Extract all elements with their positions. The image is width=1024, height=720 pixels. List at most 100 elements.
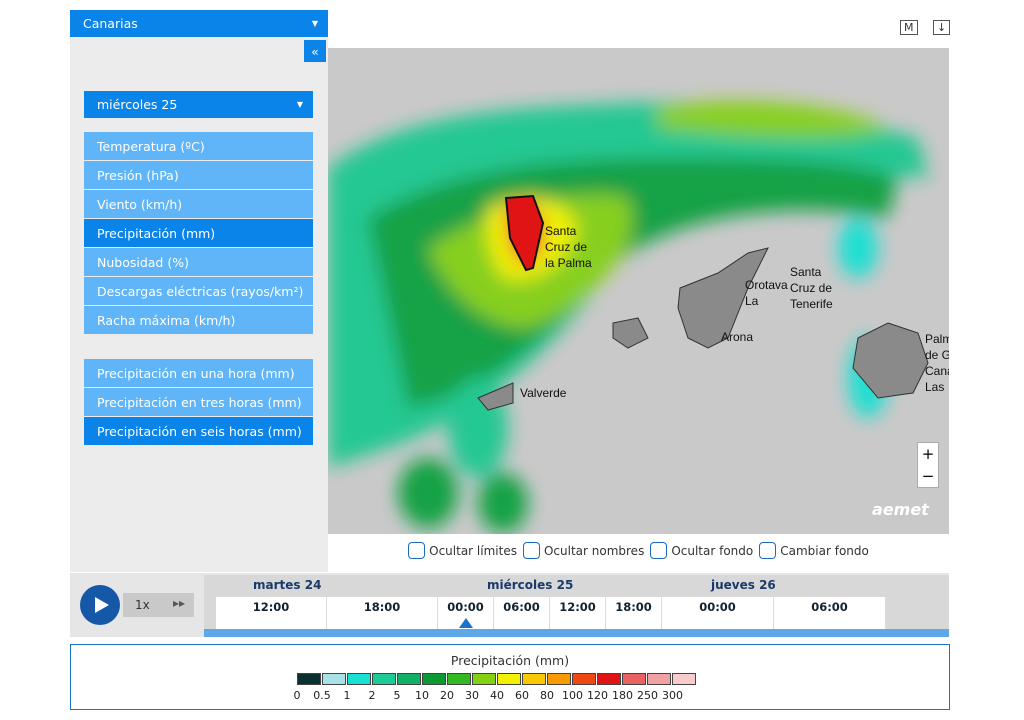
submenu-item[interactable]: Precipitación en seis horas (mm) (84, 417, 313, 445)
hour-slot[interactable]: 00:00 (662, 597, 774, 629)
legend-swatch (672, 673, 696, 685)
place-label: Cana (925, 364, 949, 378)
legend-swatch (322, 673, 346, 685)
legend-label: 180 (612, 689, 633, 702)
legend-swatch (297, 673, 321, 685)
place-label: Valverde (520, 386, 567, 400)
day-label: jueves 26 (711, 578, 776, 592)
legend-swatch (622, 673, 646, 685)
zoom-in[interactable]: + (921, 445, 935, 463)
place-label: Arona (721, 330, 753, 344)
option-checkbox[interactable]: Ocultar límites (408, 542, 517, 559)
hour-slot[interactable]: 06:00 (494, 597, 550, 629)
legend-label: 5 (393, 689, 401, 702)
logo: aemet (872, 500, 929, 519)
checkbox[interactable] (759, 542, 777, 559)
option-text: Ocultar nombres (543, 543, 645, 558)
legend-swatch (597, 673, 621, 685)
option-text: Ocultar límites (429, 543, 517, 558)
option-checkbox[interactable]: Ocultar fondo (650, 542, 753, 559)
legend-swatch (497, 673, 521, 685)
legend-label: 20 (440, 689, 454, 702)
scrollbar[interactable] (204, 629, 949, 637)
speed-text: 1x (135, 598, 150, 612)
speed-control[interactable]: 1x ▸▸ (123, 593, 194, 617)
legend-label: 120 (587, 689, 608, 702)
map-options: Ocultar límites Ocultar nombres Ocultar fo… (328, 542, 949, 563)
region-select[interactable]: Canarias ▼ (70, 10, 328, 37)
place-label: Orotava (745, 278, 788, 292)
menu-item[interactable]: Temperatura (ºC) (84, 132, 313, 160)
option-checkbox[interactable]: Cambiar fondo (759, 542, 869, 559)
legend-swatch (447, 673, 471, 685)
legend-label: 2 (368, 689, 376, 702)
place-label: Palm (925, 332, 949, 346)
legend-label: 300 (662, 689, 683, 702)
download-button[interactable]: ↓ (933, 20, 951, 35)
legend: Precipitación (mm) 0 0.5 1 2 5 10 20 30 40 60 80 10… (70, 644, 950, 710)
place-label: Tenerife (790, 297, 833, 311)
legend-label: 30 (465, 689, 479, 702)
legend-label: 60 (515, 689, 529, 702)
submenu-item[interactable]: Precipitación en una hora (mm) (84, 359, 313, 387)
day-label: martes 24 (253, 578, 322, 592)
place-label: Las (925, 380, 944, 394)
option-text: Ocultar fondo (671, 543, 754, 558)
place-label: La (745, 294, 759, 308)
menu-item[interactable]: Viento (km/h) (84, 190, 313, 218)
legend-label: 40 (490, 689, 504, 702)
checkbox[interactable] (650, 542, 668, 559)
export-button[interactable]: M (900, 20, 918, 35)
map: Santa Cruz de la Palma Santa Cruz de Tenerife… (328, 48, 949, 534)
menu-item[interactable]: Presión (hPa) (84, 161, 313, 189)
submenu-item[interactable]: Precipitación en tres horas (mm) (84, 388, 313, 416)
day-text: miércoles 25 (97, 97, 178, 112)
forward[interactable]: ▸▸ (173, 596, 186, 610)
checkbox[interactable] (522, 542, 540, 559)
legend-swatch (572, 673, 596, 685)
legend-swatch (472, 673, 496, 685)
legend-label: 0.5 (313, 689, 331, 702)
zoom-control: + − (917, 442, 939, 488)
option-text: Cambiar fondo (780, 543, 869, 558)
day-label: miércoles 25 (487, 578, 574, 592)
legend-swatch (422, 673, 446, 685)
legend-title: Precipitación (mm) (450, 653, 570, 668)
legend-label: 10 (415, 689, 429, 702)
hour-slot[interactable]: 12:00 (550, 597, 606, 629)
hour-slot[interactable]: 06:00 (774, 597, 886, 629)
zoom-out[interactable]: − (921, 467, 935, 485)
hour-slot[interactable]: 18:00 (327, 597, 438, 629)
menu-item[interactable]: Racha máxima (km/h) (84, 306, 313, 334)
hour-slot[interactable]: 18:00 (606, 597, 662, 629)
legend-label: 1 (343, 689, 351, 702)
collapse-button[interactable]: « (304, 40, 326, 62)
play-button[interactable] (80, 585, 120, 625)
menu-item[interactable]: Precipitación (mm) (84, 219, 313, 247)
option-checkbox[interactable]: Ocultar nombres (522, 542, 645, 559)
day-select[interactable]: miércoles 25 ▼ (84, 91, 313, 118)
legend-label: 0 (293, 689, 301, 702)
legend-swatch (522, 673, 546, 685)
menu-item[interactable]: Nubosidad (%) (84, 248, 313, 276)
menu-item[interactable]: Descargas eléctricas (rayos/km²) (84, 277, 313, 305)
place-label: Santa (790, 265, 822, 279)
hour-slot[interactable]: 00:00 (438, 597, 494, 629)
place-label: Cruz de (790, 281, 832, 295)
checkbox[interactable] (408, 542, 426, 559)
place-label: la Palma (545, 256, 592, 270)
legend-swatch (547, 673, 571, 685)
legend-swatch (647, 673, 671, 685)
legend-swatch (347, 673, 371, 685)
timeline: martes 24 miércoles 25 jueves 26 12:00 18:00… (204, 575, 949, 637)
legend-label: 250 (637, 689, 658, 702)
hour-slot[interactable]: 12:00 (216, 597, 327, 629)
place-label: de G (925, 348, 949, 362)
legend-swatch (397, 673, 421, 685)
legend-label: 80 (540, 689, 554, 702)
time-marker (459, 618, 473, 628)
place-label: Cruz de (545, 240, 587, 254)
legend-swatch (372, 673, 396, 685)
region-text: Canarias (83, 16, 138, 31)
